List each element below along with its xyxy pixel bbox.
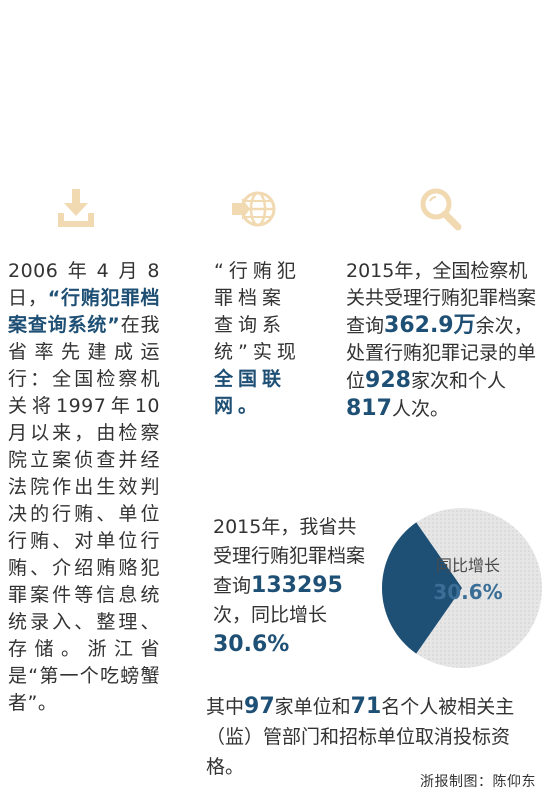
download-icon bbox=[58, 189, 94, 227]
credit-line: 浙报制图：陈仰东 bbox=[420, 774, 536, 790]
national-stats-text: 2015年，全国检察机关共受理行贿犯罪档案查询362.9万余次，处置行贿犯罪记录… bbox=[346, 258, 536, 423]
province-text-2: 次，同比增长 bbox=[213, 604, 328, 626]
national-queries-value: 362.9万 bbox=[384, 313, 476, 338]
national-text-1: 2015年，全国检察机关共受理行贿犯罪档案查询 bbox=[346, 260, 537, 337]
network-highlight: 全国联网。 bbox=[214, 368, 287, 417]
province-queries-value: 133295 bbox=[251, 573, 343, 598]
national-persons-value: 817 bbox=[346, 396, 392, 421]
network-body: “行贿犯罪档案查询系统”实现 bbox=[214, 260, 301, 363]
history-body: 在我省率先建成运行：全国检察机关将1997年10月以来，由检察院立案侦查并经法院… bbox=[8, 314, 160, 714]
bottom-text-2: 家单位和 bbox=[274, 696, 351, 718]
bottom-text-1: 其中 bbox=[206, 696, 245, 718]
national-units-value: 928 bbox=[365, 368, 411, 393]
national-text-2: 余次，处置行贿犯罪记录的单位 bbox=[346, 315, 537, 392]
history-date: 2006年4月8日， bbox=[8, 260, 160, 309]
pie-label: 同比增长 bbox=[436, 556, 500, 575]
history-text: 2006年4月8日，“行贿犯罪档案查询系统”在我省率先建成运行：全国检察机关将1… bbox=[8, 258, 160, 717]
system-name-highlight: “行贿犯罪档案查询系统” bbox=[8, 287, 160, 336]
national-text-4: 人次。 bbox=[391, 398, 449, 420]
search-icon bbox=[420, 188, 462, 231]
growth-pie: 同比增长 30.6% bbox=[381, 508, 542, 668]
network-text: “行贿犯罪档案查询系统”实现全国联网。 bbox=[214, 258, 309, 420]
pie-growth-slice bbox=[381, 522, 462, 654]
national-text-3: 家次和个人 bbox=[410, 370, 506, 392]
bottom-units-value: 97 bbox=[244, 694, 275, 719]
pie-value: 30.6% bbox=[433, 580, 502, 604]
bottom-text-3: 名个人被相关主（监）管部门和招标单位取消投标资格。 bbox=[206, 696, 515, 778]
bottom-persons-value: 71 bbox=[350, 694, 382, 719]
province-growth-value: 30.6% bbox=[213, 632, 290, 657]
province-text-1: 2015年，我省共受理行贿犯罪档案查询 bbox=[213, 516, 366, 597]
globe-icon bbox=[232, 191, 276, 227]
bottom-text: 其中97家单位和71名个人被相关主（监）管部门和招标单位取消投标资格。 bbox=[206, 692, 546, 782]
province-stats-text: 2015年，我省共受理行贿犯罪档案查询133295 次，同比增长 30.6% bbox=[213, 513, 375, 660]
